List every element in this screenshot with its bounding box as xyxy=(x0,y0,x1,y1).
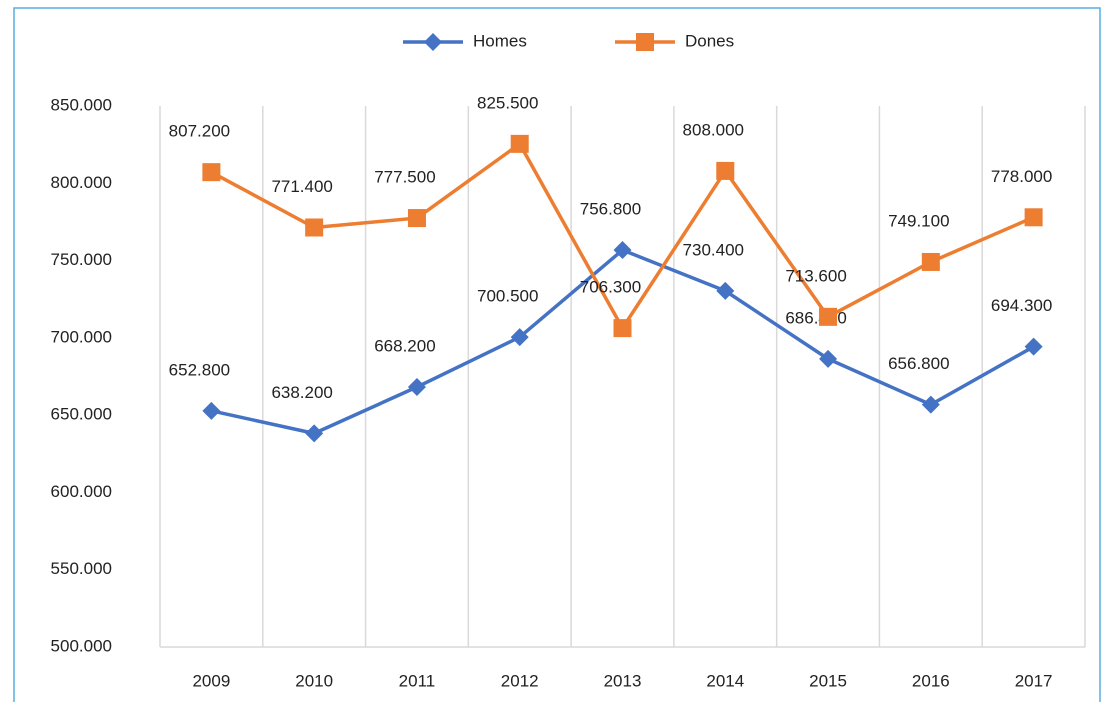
data-label: 668.200 xyxy=(374,336,435,355)
data-label: 730.400 xyxy=(683,240,744,259)
y-tick-label: 700.000 xyxy=(51,327,112,346)
marker xyxy=(510,328,529,347)
marker xyxy=(613,319,632,338)
data-label: 756.800 xyxy=(580,200,641,219)
data-label: 706.300 xyxy=(580,278,641,297)
x-tick-label: 2014 xyxy=(706,671,744,690)
marker xyxy=(921,395,940,414)
y-tick-label: 850.000 xyxy=(51,95,112,114)
marker xyxy=(407,209,426,228)
data-label: 638.200 xyxy=(271,383,332,402)
y-tick-label: 500.000 xyxy=(51,636,112,655)
legend-marker xyxy=(424,33,442,51)
legend-marker xyxy=(636,33,654,51)
marker xyxy=(819,307,838,326)
data-label: 713.600 xyxy=(785,266,846,285)
data-label: 749.100 xyxy=(888,211,949,230)
marker xyxy=(305,424,324,443)
marker xyxy=(1024,337,1043,356)
chart-frame xyxy=(13,7,1101,702)
marker xyxy=(716,281,735,300)
marker xyxy=(716,161,735,180)
marker xyxy=(1024,208,1043,227)
y-tick-label: 650.000 xyxy=(51,405,112,424)
x-tick-label: 2013 xyxy=(604,671,642,690)
marker xyxy=(202,163,221,182)
marker xyxy=(305,218,324,237)
y-tick-label: 600.000 xyxy=(51,482,112,501)
data-label: 700.500 xyxy=(477,287,538,306)
data-label: 778.000 xyxy=(991,167,1052,186)
marker xyxy=(510,134,529,153)
marker xyxy=(202,401,221,420)
data-label: 808.000 xyxy=(683,120,744,139)
x-tick-label: 2017 xyxy=(1015,671,1053,690)
marker xyxy=(613,241,632,260)
x-tick-label: 2010 xyxy=(295,671,333,690)
y-tick-label: 750.000 xyxy=(51,250,112,269)
marker xyxy=(921,252,940,271)
legend-label: Dones xyxy=(685,31,734,50)
data-label: 807.200 xyxy=(169,122,230,141)
x-tick-label: 2012 xyxy=(501,671,539,690)
data-label: 652.800 xyxy=(169,360,230,379)
series-line xyxy=(210,142,1035,330)
y-tick-label: 800.000 xyxy=(51,173,112,192)
y-tick-label: 550.000 xyxy=(51,559,112,578)
data-label: 694.300 xyxy=(991,296,1052,315)
marker xyxy=(407,378,426,397)
legend-label: Homes xyxy=(473,31,527,50)
data-label: 771.400 xyxy=(271,177,332,196)
x-tick-label: 2011 xyxy=(399,671,436,690)
data-label: 825.500 xyxy=(477,93,538,112)
x-tick-label: 2016 xyxy=(912,671,950,690)
x-tick-label: 2009 xyxy=(192,671,230,690)
x-tick-label: 2015 xyxy=(809,671,847,690)
data-label: 656.800 xyxy=(888,354,949,373)
marker xyxy=(819,349,838,368)
data-label: 777.500 xyxy=(374,168,435,187)
